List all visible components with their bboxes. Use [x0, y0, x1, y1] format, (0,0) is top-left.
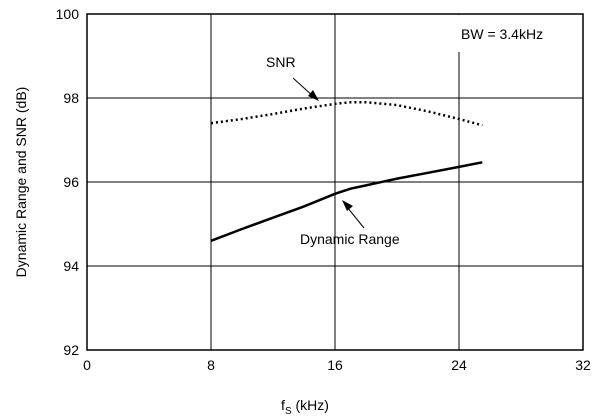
- dynamic-range-arrow-head: [342, 200, 353, 211]
- series-line-dynamic-range: [210, 161, 483, 242]
- dynamic-range-arrow-line: [346, 206, 365, 229]
- y-tick-label: 100: [56, 6, 80, 22]
- x-axis-label: fS (kHz): [281, 397, 329, 417]
- series-line-snr: [210, 100, 483, 127]
- y-tick-label: 98: [63, 90, 79, 106]
- y-tick-label: 94: [63, 258, 79, 274]
- y-tick-label: 96: [63, 174, 79, 190]
- x-axis-label-main: f: [281, 397, 285, 413]
- snr-arrow-head: [308, 90, 319, 101]
- x-tick-label: 24: [451, 357, 467, 373]
- x-axis-label-subscript: S: [285, 406, 292, 417]
- x-axis-label-unit: (kHz): [292, 397, 329, 413]
- y-axis-label: Dynamic Range and SNR (dB): [13, 87, 29, 278]
- series-lines: [210, 100, 483, 242]
- y-tick-labels: 92 94 96 98 100: [56, 6, 80, 358]
- bw-annotation-box: [441, 15, 581, 52]
- grid-lines: [87, 14, 583, 350]
- dynamic-range-label: Dynamic Range: [300, 231, 400, 247]
- bw-annotation: BW = 3.4kHz: [461, 26, 543, 42]
- x-tick-label: 16: [327, 357, 343, 373]
- x-tick-label: 0: [83, 357, 91, 373]
- y-tick-label: 92: [63, 342, 79, 358]
- x-tick-label: 32: [575, 357, 591, 373]
- x-tick-labels: 0 8 16 24 32: [83, 357, 591, 373]
- snr-label: SNR: [266, 54, 296, 70]
- x-tick-label: 8: [207, 357, 215, 373]
